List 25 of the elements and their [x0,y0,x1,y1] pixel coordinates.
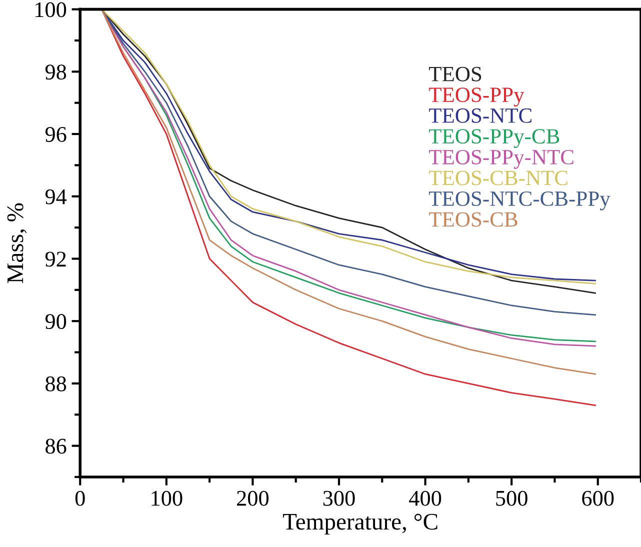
x-tick-label: 300 [323,490,355,506]
y-tick-label: 98 [45,64,66,80]
x-tick-label: 500 [496,490,528,506]
x-tick-label: 100 [152,490,182,506]
y-tick-label: 88 [46,376,66,392]
text: TEOS-CB-NTC [428,170,568,186]
text: TEOS-PPy-NTC [428,150,574,169]
y-tick-label: 94 [45,189,67,204]
x-tick-label: 0 [75,490,85,506]
text: TEOS-PPy-CB [428,129,560,148]
y-tick-label: 90 [45,314,66,330]
y-tick-label: 86 [46,438,66,454]
x-tick-label: 600 [582,490,614,506]
x-axis-title: Temperature, °C [283,514,438,535]
y-tick-label: 92 [45,252,66,267]
y-tick-label: 100 [36,2,66,18]
x-tick-label: 400 [409,490,442,506]
text: TEOS-CB [428,212,518,227]
y-axis-title: Mass, % [7,203,27,284]
text: TEOS-PPy [428,88,524,107]
text: TEOS [428,66,482,82]
y-tick-label: 96 [45,127,66,142]
x-tick-label: 200 [237,490,269,506]
text: TEOS-NTC [428,108,532,123]
text: TEOS-NTC-CB-PPy [428,191,610,210]
